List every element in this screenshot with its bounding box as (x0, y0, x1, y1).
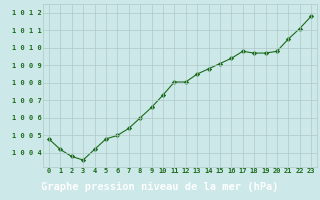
Text: Graphe pression niveau de la mer (hPa): Graphe pression niveau de la mer (hPa) (41, 182, 279, 192)
